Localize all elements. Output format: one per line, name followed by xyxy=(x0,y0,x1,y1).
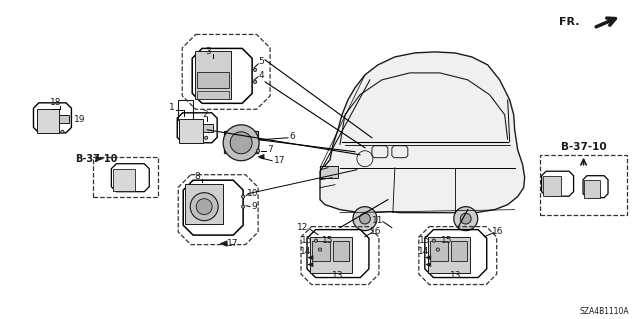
Text: 7: 7 xyxy=(268,145,273,154)
Circle shape xyxy=(205,136,208,139)
Circle shape xyxy=(241,205,244,208)
Text: 15: 15 xyxy=(441,236,452,245)
Text: 9: 9 xyxy=(252,202,257,211)
Text: SZA4B1110A: SZA4B1110A xyxy=(580,308,630,316)
Bar xyxy=(451,241,467,261)
Text: 16: 16 xyxy=(492,227,504,236)
Text: 15: 15 xyxy=(419,236,431,245)
Circle shape xyxy=(253,80,257,84)
Text: 15: 15 xyxy=(301,236,313,245)
Text: 5: 5 xyxy=(258,57,264,66)
Bar xyxy=(178,100,193,120)
Circle shape xyxy=(314,239,317,242)
Bar xyxy=(333,241,349,261)
Text: 11: 11 xyxy=(372,216,383,225)
Circle shape xyxy=(353,207,377,231)
Text: 16: 16 xyxy=(370,227,381,236)
Polygon shape xyxy=(308,263,313,267)
Circle shape xyxy=(319,248,321,251)
Text: 18: 18 xyxy=(50,98,61,107)
Text: 10: 10 xyxy=(248,189,259,198)
Circle shape xyxy=(360,213,371,224)
Text: 3: 3 xyxy=(205,48,211,56)
Text: 1: 1 xyxy=(170,103,175,112)
Circle shape xyxy=(460,213,471,224)
Bar xyxy=(203,124,213,132)
Circle shape xyxy=(241,195,244,198)
Text: 13: 13 xyxy=(332,271,344,280)
Bar xyxy=(38,109,60,133)
Text: 12: 12 xyxy=(298,223,308,232)
Circle shape xyxy=(223,125,259,161)
Bar xyxy=(310,237,352,272)
Text: 14: 14 xyxy=(418,247,429,256)
Text: 13: 13 xyxy=(450,271,461,280)
Bar xyxy=(60,115,69,123)
Circle shape xyxy=(432,239,435,242)
Polygon shape xyxy=(258,154,264,159)
Text: 15: 15 xyxy=(322,236,333,245)
Circle shape xyxy=(230,132,252,154)
Polygon shape xyxy=(426,256,431,260)
Text: 8: 8 xyxy=(195,172,200,181)
Circle shape xyxy=(61,130,64,133)
Bar xyxy=(93,157,158,197)
Polygon shape xyxy=(426,263,431,267)
Bar xyxy=(312,241,330,261)
Bar xyxy=(584,180,600,198)
Bar xyxy=(113,169,135,191)
Bar xyxy=(195,51,231,99)
Text: 17: 17 xyxy=(227,239,239,248)
Text: 17: 17 xyxy=(275,156,286,165)
Bar xyxy=(428,237,470,272)
Circle shape xyxy=(190,193,218,221)
Bar xyxy=(179,119,203,143)
Text: 2: 2 xyxy=(202,110,208,119)
Text: 6: 6 xyxy=(289,132,295,141)
Bar xyxy=(540,155,627,215)
Text: B-37-10: B-37-10 xyxy=(561,142,606,152)
Text: 4: 4 xyxy=(259,71,264,80)
Text: 19: 19 xyxy=(74,115,85,124)
Circle shape xyxy=(436,248,440,251)
Text: FR.: FR. xyxy=(559,17,580,27)
Polygon shape xyxy=(220,241,227,246)
Bar xyxy=(430,241,448,261)
Bar xyxy=(543,176,561,196)
Bar xyxy=(197,91,229,99)
Text: 14: 14 xyxy=(300,247,312,256)
Bar xyxy=(197,72,229,88)
Circle shape xyxy=(253,68,257,71)
Polygon shape xyxy=(308,256,313,260)
Circle shape xyxy=(196,199,212,215)
Text: B-37-10: B-37-10 xyxy=(76,154,118,164)
Bar xyxy=(224,131,258,153)
Polygon shape xyxy=(320,52,525,225)
Bar xyxy=(320,166,338,178)
Circle shape xyxy=(454,207,477,231)
Circle shape xyxy=(257,149,260,152)
Bar xyxy=(185,184,223,224)
